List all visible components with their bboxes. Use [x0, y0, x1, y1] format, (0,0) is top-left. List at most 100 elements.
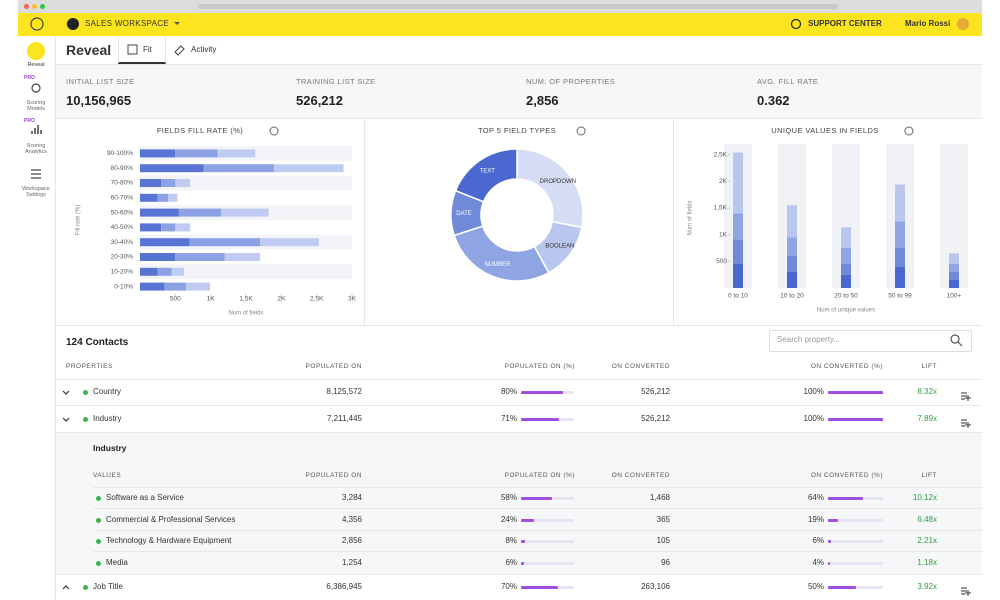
pct-bar: [521, 391, 564, 394]
pct-track: [521, 519, 574, 522]
row-border: [56, 574, 982, 575]
cell: 8,125,572: [326, 387, 362, 397]
pct-track: [521, 562, 574, 565]
pct-track: [828, 586, 883, 589]
workspace-logo: [67, 18, 79, 30]
cell: 8%: [505, 536, 517, 546]
stat-label: TRAINING LIST SIZE: [296, 76, 376, 86]
row-name: Country: [93, 387, 122, 397]
pct-track: [521, 540, 574, 543]
expanded-title: Industry: [93, 442, 127, 453]
page-title: Reveal: [66, 41, 112, 58]
settings-icon[interactable]: [31, 169, 41, 179]
cell: 3,284: [341, 493, 362, 503]
cell: 96: [661, 558, 670, 568]
status-dot: [96, 561, 101, 566]
column-header: POPULATED ON (%): [504, 472, 575, 480]
user-name: Mario Rossi: [905, 19, 951, 29]
search-placeholder[interactable]: Search property...: [777, 335, 840, 345]
activity-icon: [174, 45, 185, 56]
column-header: LIFT: [921, 363, 937, 371]
sidebar-item[interactable]: Reveal: [27, 61, 45, 68]
tab[interactable]: Activity: [191, 45, 217, 55]
row-border: [93, 530, 982, 531]
stats-row: [56, 65, 982, 119]
cell: 24%: [500, 515, 517, 525]
pct-bar: [521, 540, 526, 543]
support-link[interactable]: SUPPORT CENTER: [808, 19, 882, 29]
analytics-icon[interactable]: [31, 125, 42, 134]
pct-bar: [828, 497, 864, 500]
cell: 70%: [500, 582, 517, 592]
stat-label: AVG. FILL RATE: [757, 76, 819, 86]
column-header: ON CONVERTED (%): [810, 472, 883, 480]
lift: 7.89x: [917, 414, 937, 424]
status-dot: [96, 518, 101, 523]
cell: 365: [656, 515, 670, 525]
column-header: VALUES: [93, 472, 122, 480]
workspace-name: SALES WORKSPACE: [85, 19, 169, 29]
cell: 100%: [803, 414, 824, 424]
row-border: [93, 508, 982, 509]
row-name: Commercial & Professional Services: [106, 515, 236, 525]
tab[interactable]: Fit: [143, 45, 152, 55]
lift: 1.18x: [917, 558, 937, 568]
lift: 2.21x: [917, 536, 937, 546]
help-icon: [790, 18, 802, 30]
column-header: ON CONVERTED: [611, 363, 670, 371]
status-dot: [83, 585, 88, 590]
search-box[interactable]: [769, 330, 972, 352]
cell: 19%: [807, 515, 824, 525]
sidebar-item[interactable]: Scoring Analytics: [24, 142, 47, 156]
search-icon: [950, 334, 960, 344]
tab-bar: [56, 36, 982, 65]
pct-bar: [828, 586, 856, 589]
active-tab[interactable]: [118, 37, 166, 64]
fit-icon: [127, 44, 138, 55]
cell: 526,212: [641, 414, 670, 424]
expanded-panel: [56, 433, 982, 574]
sidebar: [18, 36, 56, 600]
lift: 8.32x: [917, 387, 937, 397]
pct-bar: [828, 418, 883, 421]
cell: 6%: [812, 536, 824, 546]
avatar: [957, 18, 969, 30]
cell: 1,254: [341, 558, 362, 568]
pro-badge: PRO: [24, 75, 35, 81]
browser-bar: [18, 0, 982, 13]
cell: 64%: [807, 493, 824, 503]
status-dot: [83, 390, 88, 395]
column-header: POPULATED ON (%): [504, 363, 575, 371]
scoring-models-icon[interactable]: [31, 83, 41, 93]
cell: 2,856: [341, 536, 362, 546]
stat-value: 2,856: [526, 93, 559, 109]
pct-bar: [828, 391, 883, 394]
cell: 100%: [803, 387, 824, 397]
app-logo: [30, 17, 44, 31]
row-name: Software as a Service: [106, 493, 184, 503]
pct-bar: [521, 586, 559, 589]
top-bar: [18, 13, 982, 36]
caret: [174, 22, 180, 25]
column-header: ON CONVERTED (%): [810, 363, 883, 371]
row-border: [56, 432, 982, 433]
status-dot: [96, 496, 101, 501]
reveal-icon[interactable]: [27, 42, 45, 60]
cell: 263,106: [641, 582, 670, 592]
sidebar-item[interactable]: Workspace Settings: [22, 185, 50, 199]
column-header: ON CONVERTED: [611, 472, 670, 480]
cell: 6,386,945: [326, 582, 362, 592]
pct-bar: [828, 540, 832, 543]
cell: 80%: [500, 387, 517, 397]
cell: 4,356: [341, 515, 362, 525]
window-dot: [32, 4, 37, 9]
row-name: Technology & Hardware Equipment: [106, 536, 232, 546]
cell: 50%: [807, 582, 824, 592]
sidebar-item[interactable]: Scoring Models: [26, 99, 46, 113]
lift: 10.12x: [912, 493, 937, 503]
row-name: Job Title: [93, 582, 123, 592]
divider: [56, 325, 982, 326]
row-border: [93, 487, 982, 488]
